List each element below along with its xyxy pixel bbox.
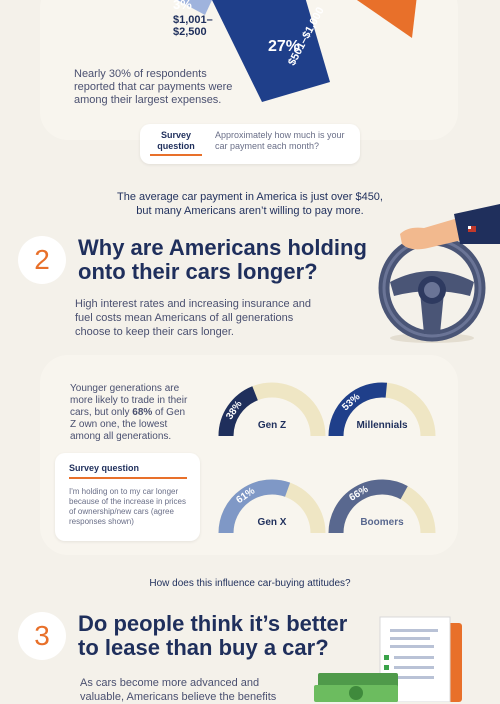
generation-note-before: Younger generations are more likely to t… (70, 383, 188, 418)
survey-tag-underline (69, 477, 187, 479)
pie-slice-3 (177, 0, 212, 15)
section-2-title-line1: Why are Americans holding (78, 235, 367, 260)
influence-question: How does this influence car-buying attit… (149, 578, 351, 589)
gauge-name-label: Gen Z (258, 420, 286, 431)
average-payment-text: The average car payment in America is ju… (40, 190, 460, 218)
survey-question: I'm holding on to my car longer because … (69, 487, 186, 526)
section-3-body: As cars become more advanced and valuabl… (80, 676, 320, 704)
survey-question: Approximately how much is your car payme… (215, 130, 345, 151)
gauge-name-label: Gen X (258, 517, 287, 528)
generation-note-bold: 68% (132, 407, 153, 418)
slice-3-pct: 3% (173, 0, 192, 12)
average-line-2: but many Americans aren’t willing to pay… (136, 205, 364, 217)
gauge-name-label: Millennials (356, 420, 408, 431)
section-2-title-line2: onto their cars longer? (78, 259, 318, 284)
pie-slice-27 (212, 0, 330, 102)
gauge-fill (328, 479, 408, 534)
section-3-body-line1: As cars become more advanced and (80, 677, 260, 689)
survey-tag: Survey question (150, 130, 202, 156)
survey-question-card-1: Survey question Approximately how much i… (140, 124, 360, 164)
gauge-name-label: Boomers (360, 517, 404, 528)
section-3-body-line2: valuable, Americans believe the benefits (80, 691, 277, 703)
survey-question-card-2: Survey question I'm holding on to my car… (55, 453, 200, 541)
steering-wheel-illustration (378, 204, 500, 343)
average-line-1: The average car payment in America is ju… (117, 191, 383, 203)
lease-document-illustration (314, 616, 462, 702)
section-2-title: Why are Americans holding onto their car… (78, 236, 367, 284)
section-number-3: 3 (18, 612, 66, 660)
pie-note: Nearly 30% of respondents reported that … (74, 68, 233, 106)
slice-3-range-line1: $1,001– (173, 14, 213, 26)
section-3-title-line1: Do people think it’s better (78, 611, 348, 636)
slice-27-pct: 27% (268, 38, 301, 55)
section-3-title-line2: to lease than buy a car? (78, 635, 329, 660)
generation-note-after: of Gen Z own one, the lowest among all g… (70, 407, 186, 442)
section-2-body: High interest rates and increasing insur… (75, 298, 312, 338)
gauge-fill (218, 479, 291, 534)
gauge-fill (218, 386, 259, 437)
section-3-title: Do people think it’s better to lease tha… (78, 612, 347, 660)
generation-note: Younger generations are more likely to t… (70, 383, 188, 443)
gauge-fill (328, 382, 388, 437)
survey-tag: Survey question (69, 463, 140, 473)
pie-chart (177, 0, 417, 102)
section-number-2: 2 (18, 236, 66, 284)
pie-slice-orange (356, 0, 417, 38)
slice-3-range: $1,001– $2,500 (173, 14, 213, 38)
slice-3-range-line2: $2,500 (173, 26, 207, 38)
